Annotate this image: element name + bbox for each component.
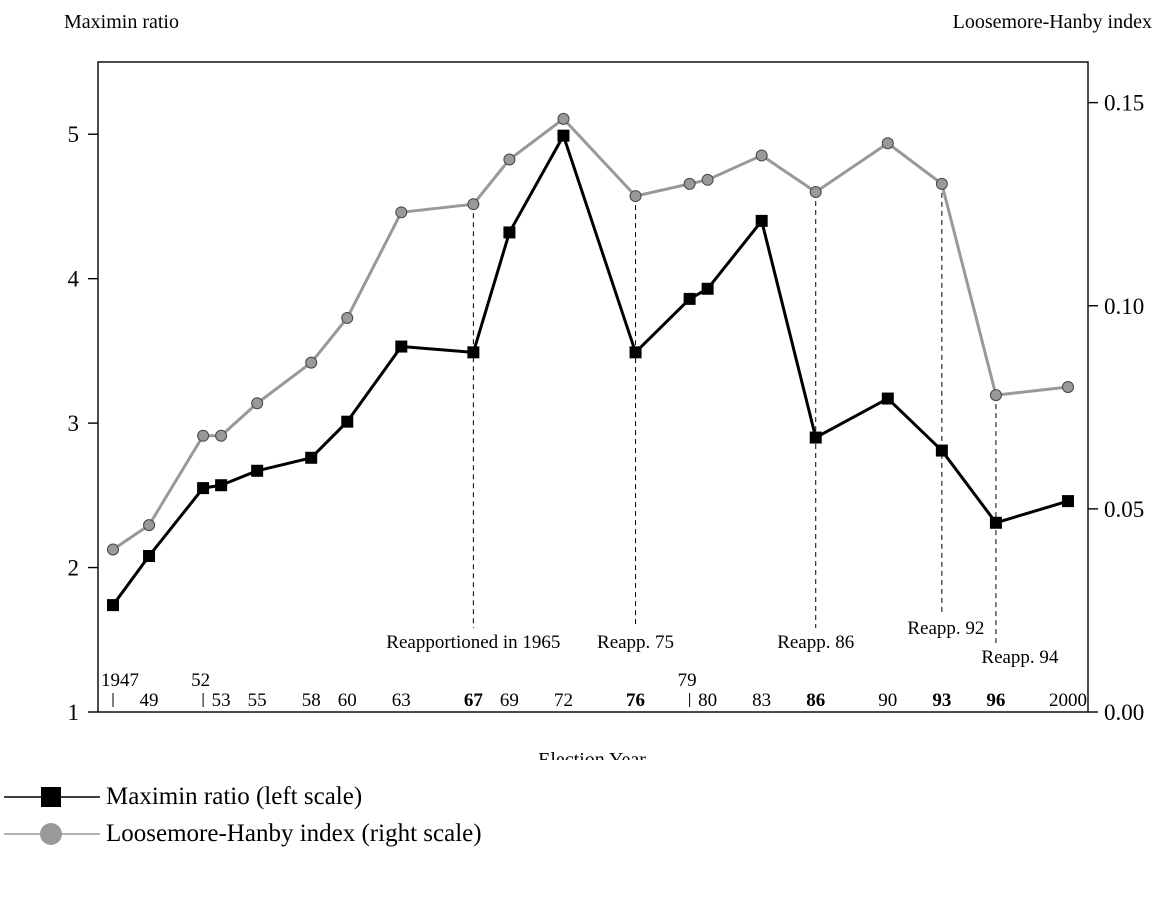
annotation-label: Reapportioned in 1965 — [386, 632, 560, 653]
left-tick-label: 1 — [68, 700, 80, 725]
data-point — [755, 149, 768, 162]
data-point — [341, 311, 354, 324]
data-point — [305, 451, 318, 464]
data-point — [215, 479, 228, 492]
data-point — [143, 550, 156, 562]
right-axis: 0.00 0.05 0.10 0.15 — [1088, 91, 1144, 725]
series-maximin — [107, 129, 1074, 612]
x-tick-label: 72 — [554, 690, 573, 711]
legend-label-maximin: Maximin ratio (left scale) — [106, 783, 363, 810]
data-point — [467, 198, 480, 211]
x-tick-label: 1947 — [101, 670, 139, 691]
left-tick-label: 3 — [68, 411, 80, 436]
x-tick-label: 49 — [140, 690, 159, 711]
x-tick-label: 93 — [932, 690, 951, 711]
data-point — [395, 340, 408, 353]
legend-label-loosemore-hanby: Loosemore-Hanby index (right scale) — [106, 820, 482, 847]
data-point — [935, 177, 948, 190]
data-point — [197, 429, 210, 442]
data-point — [251, 464, 264, 477]
annotation-label: Reapp. 75 — [597, 632, 674, 653]
x-tick-label: 2000 — [1049, 690, 1087, 711]
data-point — [701, 282, 714, 295]
right-tick-label: 0.10 — [1104, 294, 1144, 319]
x-tick-label: 86 — [806, 690, 825, 711]
data-point — [989, 516, 1002, 529]
data-point — [467, 346, 480, 359]
data-point — [701, 173, 714, 186]
x-tick-label: 83 — [752, 690, 771, 711]
series-loosemore-hanby — [107, 112, 1074, 556]
left-tick-label: 4 — [68, 267, 80, 292]
x-tick-label: 90 — [878, 690, 897, 711]
data-point — [1062, 495, 1074, 508]
left-tick-label: 2 — [68, 556, 80, 581]
right-tick-label: 0.00 — [1104, 700, 1144, 725]
x-tick-label: 58 — [302, 690, 321, 711]
left-axis: 1 2 3 4 5 — [68, 122, 98, 725]
right-axis-title: Loosemore-Hanby index — [953, 11, 1152, 33]
data-point — [197, 482, 210, 495]
data-point — [683, 292, 696, 305]
right-tick-label: 0.05 — [1104, 497, 1144, 522]
annotation-label: Reapp. 94 — [981, 647, 1059, 668]
data-point — [557, 129, 570, 142]
x-axis-title: Election Year — [538, 749, 646, 760]
legend-item-loosemore-hanby: Loosemore-Hanby index (right scale) — [4, 820, 482, 848]
data-point — [503, 153, 516, 166]
x-tick-label: 63 — [392, 690, 411, 711]
x-tick-label: 55 — [248, 690, 267, 711]
x-tick-label: 52 — [191, 670, 210, 691]
x-tick-label: 76 — [626, 690, 645, 711]
data-point — [107, 599, 119, 612]
data-point — [881, 137, 894, 150]
data-point — [935, 444, 948, 457]
data-point — [107, 543, 119, 556]
annotation-label: Reapp. 86 — [777, 632, 854, 653]
data-point — [1062, 381, 1074, 393]
data-point — [143, 519, 156, 532]
data-point — [881, 392, 894, 405]
data-point — [629, 190, 642, 203]
chart-svg: Maximin ratio Loosemore-Hanby index 1 2 3 4… — [64, 11, 1152, 760]
data-point — [395, 206, 408, 219]
plot-frame — [97, 61, 1089, 713]
x-tick-label: 79 — [678, 670, 697, 691]
data-point — [809, 431, 822, 444]
legend-swatch-square — [4, 787, 100, 807]
data-point — [251, 397, 264, 410]
left-tick-label: 5 — [68, 122, 80, 147]
x-tick-label: 96 — [986, 690, 1005, 711]
series-line — [112, 117, 1069, 551]
data-point — [683, 177, 696, 190]
x-tick-label: 67 — [464, 690, 484, 711]
x-tick-label: 80 — [698, 690, 717, 711]
x-tick-label: 53 — [212, 690, 231, 711]
annotations: Reapportioned in 1965 Reapp. 75 Reapp. 86 R… — [386, 183, 1059, 668]
annotation-label: Reapp. 92 — [907, 618, 984, 639]
right-tick-label: 0.15 — [1104, 91, 1144, 116]
x-tick-label: 69 — [500, 690, 519, 711]
data-point — [341, 415, 354, 428]
data-point — [629, 346, 642, 359]
data-point — [305, 356, 318, 369]
data-point — [755, 214, 768, 227]
data-point — [989, 389, 1002, 402]
data-point — [215, 429, 228, 442]
data-point — [557, 112, 570, 125]
left-axis-title: Maximin ratio — [64, 11, 179, 33]
legend-swatch-circle — [4, 823, 100, 845]
legend-item-maximin: Maximin ratio (left scale) — [4, 783, 362, 811]
data-point — [503, 226, 516, 239]
series-line — [111, 134, 1069, 606]
x-tick-label: 60 — [338, 690, 357, 711]
data-point — [809, 186, 822, 198]
